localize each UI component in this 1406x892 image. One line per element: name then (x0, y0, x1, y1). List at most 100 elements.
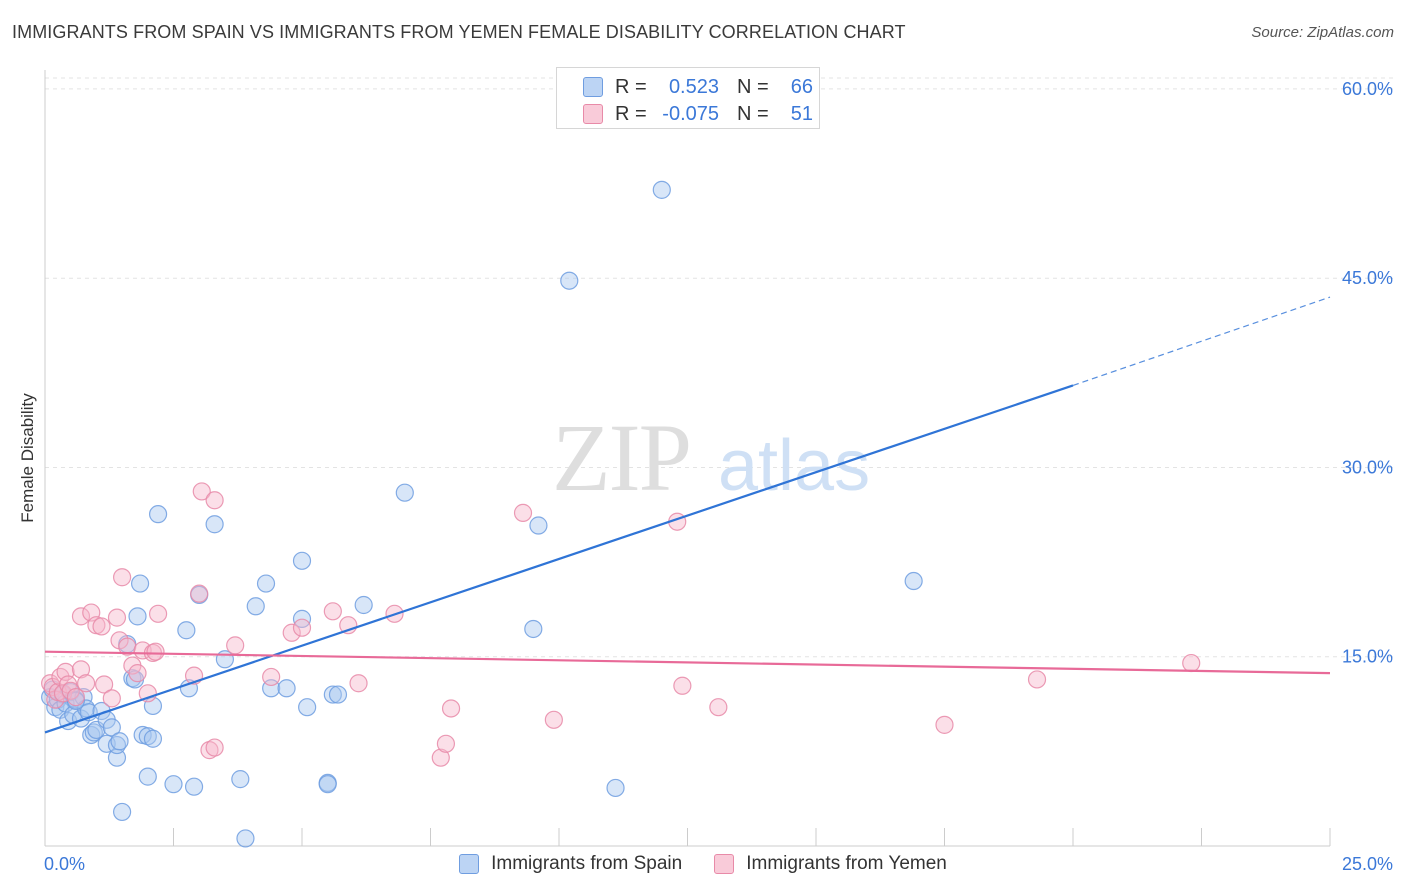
trend-lines (44, 296, 1331, 734)
yemen-point (205, 738, 224, 757)
spain-point (128, 607, 147, 626)
grid-lines (45, 77, 1395, 658)
y-tick-label: 45.0% (1342, 268, 1393, 288)
spain-point (84, 723, 103, 742)
yemen-point (431, 748, 450, 767)
chart-title: IMMIGRANTS FROM SPAIN VS IMMIGRANTS FROM… (12, 22, 906, 42)
legend-item-spain: Immigrants from Spain (459, 853, 682, 875)
spain-point (560, 271, 579, 290)
yemen-point (349, 674, 368, 693)
legend-swatch-yemen (714, 854, 735, 874)
spain-point (652, 180, 671, 199)
stats-legend: R = 0.523 N = 66 R = -0.075 N = 51 (556, 67, 820, 129)
yemen-point (513, 503, 533, 522)
spain-point (236, 829, 255, 848)
spain-point (529, 516, 548, 535)
yemen-point (1182, 653, 1201, 673)
spain-point (256, 574, 276, 593)
spain-point (177, 621, 196, 640)
legend-swatch-spain (459, 854, 480, 874)
y-axis-label: Female Disability (18, 393, 37, 523)
n-value-spain: 66 (790, 75, 813, 98)
spain-point (524, 619, 543, 639)
spain-point (102, 718, 121, 737)
spain-point (298, 698, 317, 717)
yemen-point (200, 741, 219, 760)
yemen-point (95, 675, 114, 694)
spain-point (138, 767, 157, 786)
y-tick-label: 60.0% (1342, 79, 1393, 99)
x-tick-label-min: 0.0% (44, 854, 85, 874)
yemen-point (282, 623, 301, 642)
spain-trend-line (44, 384, 1074, 734)
spain-point (395, 483, 414, 502)
yemen-point (102, 689, 121, 708)
yemen-trend-line (44, 650, 1331, 675)
tick-labels: 15.0% 30.0% 45.0% 60.0% 0.0% 25.0% (44, 79, 1393, 874)
yemen-point (544, 710, 563, 729)
yemen-point (112, 568, 132, 587)
yemen-point (66, 688, 85, 707)
yemen-point (205, 491, 224, 510)
yemen-point (262, 667, 281, 687)
yemen-point (107, 608, 127, 627)
watermark: ZIP atlas (552, 404, 870, 511)
spain-point (328, 685, 348, 704)
yemen-point (146, 642, 165, 661)
yemen-point (128, 664, 147, 683)
yemen-point (138, 684, 157, 703)
yemen-point (190, 584, 209, 603)
spain-point (110, 732, 129, 751)
yemen-point (192, 482, 211, 501)
legend-row-spain: R = 0.523 N = 66 (583, 74, 813, 100)
yemen-point (1027, 670, 1047, 689)
yemen-point (118, 637, 137, 656)
yemen-point (436, 734, 456, 753)
spain-point (112, 802, 132, 822)
yemen-point (148, 604, 168, 623)
y-tick-label: 15.0% (1342, 647, 1393, 667)
spain-point (292, 551, 312, 570)
spain-point (904, 571, 923, 591)
spain-point (138, 727, 157, 746)
spain-point (318, 775, 337, 794)
source-name: ZipAtlas.com (1307, 24, 1394, 41)
axes (44, 70, 1331, 847)
spain-point (205, 515, 224, 534)
yemen-point (673, 676, 692, 695)
yemen-point (292, 618, 312, 637)
yemen-point (323, 602, 342, 621)
spain-point (143, 729, 163, 748)
spain-point (164, 775, 183, 794)
r-value-spain: 0.523 (668, 75, 719, 98)
spain-point (354, 595, 373, 615)
yemen-point (441, 699, 461, 718)
spain-point (184, 777, 204, 796)
yemen-point (71, 607, 91, 626)
spain-point (323, 685, 342, 704)
legend-swatch-spain (583, 77, 603, 97)
spain-point (606, 778, 625, 798)
spain-point (231, 770, 250, 789)
spain-trend-extension (1072, 296, 1331, 387)
yemen-point (935, 715, 954, 734)
yemen-point (709, 698, 728, 717)
x-tick-label-max: 25.0% (1342, 854, 1393, 874)
r-value-yemen: -0.075 (662, 102, 719, 125)
spain-point (82, 725, 101, 745)
spain-point (130, 574, 150, 593)
watermark-atlas: atlas (718, 426, 870, 506)
yemen-point (71, 660, 91, 679)
legend-row-yemen: R = -0.075 N = 51 (583, 101, 813, 127)
watermark-zip: ZIP (552, 404, 690, 511)
series-legend: Immigrants from Spain Immigrants from Ye… (0, 851, 1406, 877)
spain-point (246, 597, 265, 616)
legend-item-yemen: Immigrants from Yemen (714, 853, 947, 875)
yemen-point (77, 674, 96, 693)
data-points (41, 180, 1201, 848)
legend-swatch-yemen (583, 104, 603, 124)
spain-point (148, 505, 168, 524)
yemen-point (92, 617, 111, 636)
yemen-point (226, 636, 245, 655)
